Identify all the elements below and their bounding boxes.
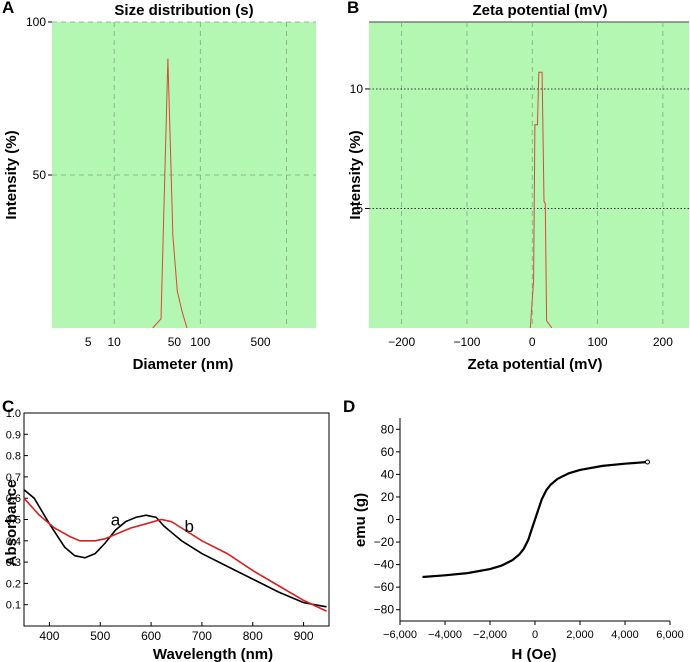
chart-c-y-tick-label: 0.1: [6, 600, 21, 612]
chart-d-y-tick-label: −80: [374, 603, 395, 617]
panel-c: C 0.1 0.2 0.3 0.4 0.5 0.6 0.7 0.8 0.9 1.0 400 500 6…: [2, 397, 330, 662]
chart-c-x-tick-label: 800: [243, 629, 263, 643]
chart-b-title: Zeta potential (mV): [472, 2, 607, 19]
chart-b-y-tick-label: 10: [350, 82, 364, 96]
chart-b-x-ticks: −200 −100 0 100 200: [388, 335, 673, 349]
chart-b-x-tick-label: 0: [529, 335, 536, 349]
chart-d-series-mh: [422, 460, 648, 579]
chart-c-y-tick-label: 1.0: [6, 408, 21, 420]
chart-d-y-tick-label: 20: [381, 490, 395, 504]
chart-d-end-marker: [645, 459, 650, 465]
chart-a-y-ticks: 50 100: [26, 15, 52, 182]
chart-c-x-tick-label: 600: [141, 629, 161, 643]
chart-b-y-tick-label: 5: [356, 201, 363, 215]
chart-c-ylabel: Absorbance: [3, 480, 20, 567]
chart-d-x-tick-label: 4,000: [611, 629, 639, 641]
panel-letter-c: C: [2, 397, 14, 416]
chart-c-x-tick-label: 900: [294, 629, 314, 643]
chart-d-y-tick-label: −40: [374, 558, 395, 572]
chart-c-series-a: [23, 489, 327, 608]
chart-c-annotation-b: b: [184, 517, 193, 536]
chart-b-x-tick-label: −100: [453, 335, 480, 349]
chart-c-y-tick-label: 0.2: [6, 578, 21, 590]
chart-b-x-tick-label: −200: [388, 335, 415, 349]
chart-c-y-tick-label: 0.3: [6, 557, 21, 569]
chart-c-y-tick-label: 0.8: [6, 451, 21, 463]
chart-c-x-tick-label: 700: [192, 629, 212, 643]
chart-a-ylabel: Intensity (%): [3, 130, 20, 219]
chart-d-x-ticks: −6,000 −4,000 −2,000 0 2,000 4,000 6,000: [383, 621, 684, 641]
chart-b-plot-area: [369, 22, 689, 328]
chart-d-x-tick-label: −2,000: [473, 629, 507, 641]
chart-b-y-ticks: 5 10: [350, 82, 369, 215]
panel-letter-a: A: [2, 0, 14, 17]
chart-d-y-tick-label: −20: [374, 535, 395, 549]
chart-d-ylabel: emu (g): [352, 493, 369, 547]
chart-c-y-tick-label: 0.9: [6, 429, 21, 441]
chart-c-y-tick-label: 0.7: [6, 472, 21, 484]
chart-c-y-ticks: 0.1 0.2 0.3 0.4 0.5 0.6 0.7 0.8 0.9 1.0: [6, 408, 28, 612]
chart-d-y-ticks: −80 −60 −40 −20 0 20 40 60 80: [374, 422, 400, 617]
chart-b-series-zeta: [529, 71, 553, 329]
panel-d: D −80 −60 −40 −20 0 20 40 60 80 −6,000 −4,000 −2,0…: [343, 397, 684, 662]
chart-b-xlabel: Zeta potential (mV): [467, 356, 602, 373]
chart-b-grid: [369, 22, 689, 328]
panel-letter-b: B: [347, 0, 359, 17]
chart-b-x-tick-label: 100: [588, 335, 608, 349]
chart-b-ylabel: Intensity (%): [347, 130, 364, 219]
chart-a-xlabel: Diameter (nm): [133, 356, 234, 373]
chart-c-annotation-a: a: [111, 511, 121, 530]
chart-d-y-tick-label: −60: [374, 580, 395, 594]
chart-b-x-tick-label: 200: [653, 335, 673, 349]
chart-a-x-tick-label: 5: [85, 335, 92, 349]
chart-d-x-tick-label: 0: [532, 629, 538, 641]
chart-a-series-size: [152, 58, 188, 329]
panel-b: B Zeta potential (mV) 5 10 −200 −100 0 100 20…: [347, 0, 689, 373]
chart-a-x-ticks: 5 10 50 100 500: [85, 335, 271, 349]
chart-a-x-tick-label: 50: [168, 335, 182, 349]
chart-c-y-tick-label: 0.5: [6, 515, 21, 527]
chart-d-xlabel: H (Oe): [512, 646, 557, 662]
chart-c-xlabel: Wavelength (nm): [153, 646, 273, 662]
chart-d-x-tick-label: −4,000: [428, 629, 462, 641]
chart-c-x-tick-label: 400: [39, 629, 59, 643]
chart-d-y-tick-label: 0: [387, 513, 394, 527]
chart-a-x-tick-label: 100: [190, 335, 210, 349]
chart-d-x-tick-label: 2,000: [566, 629, 594, 641]
chart-d-y-tick-label: 40: [381, 467, 395, 481]
chart-c-x-tick-label: 500: [90, 629, 110, 643]
chart-d-y-tick-label: 80: [381, 422, 395, 436]
chart-a-y-tick-label: 100: [26, 15, 46, 29]
chart-c-x-ticks: 400 500 600 700 800 900: [39, 622, 314, 643]
chart-a-grid: [52, 21, 316, 328]
chart-d-x-tick-label: −6,000: [383, 629, 417, 641]
panel-letter-d: D: [343, 397, 355, 416]
chart-a-y-tick-label: 50: [33, 168, 47, 182]
chart-d-x-tick-label: 6,000: [656, 629, 684, 641]
chart-a-x-tick-label: 10: [107, 335, 121, 349]
chart-a-title: Size distribution (s): [114, 2, 253, 19]
chart-c-series-b: [23, 497, 327, 612]
chart-c-y-tick-label: 0.4: [6, 536, 21, 548]
chart-a-x-tick-label: 500: [251, 335, 271, 349]
chart-c-y-tick-label: 0.6: [6, 493, 21, 505]
chart-d-y-tick-label: 60: [381, 445, 395, 459]
